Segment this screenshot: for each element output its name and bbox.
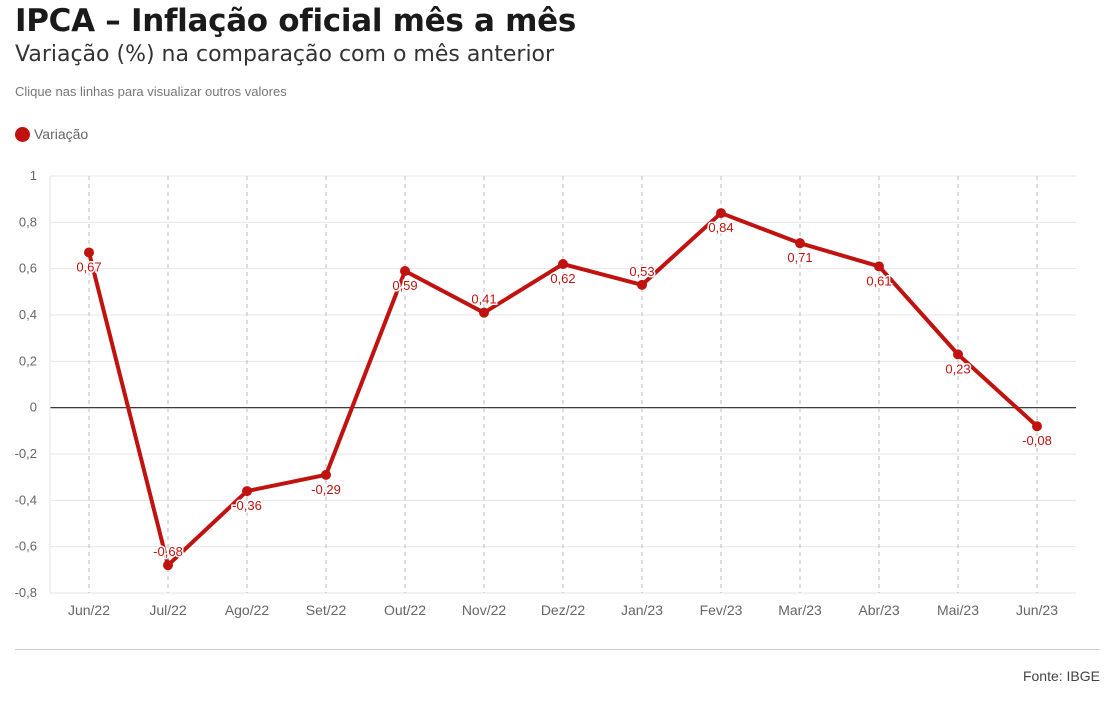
x-tick-label: Mai/23	[937, 602, 979, 618]
data-label: 0,61	[866, 273, 891, 288]
legend-marker-icon	[15, 126, 30, 142]
data-point[interactable]	[558, 259, 568, 270]
chart-hint: Clique nas linhas para visualizar outros…	[15, 84, 287, 99]
data-point[interactable]	[1032, 421, 1042, 432]
source-note: Fonte: IBGE	[1022, 668, 1100, 684]
y-tick-label: 0,6	[19, 261, 37, 276]
x-tick-label: Jul/22	[149, 602, 187, 618]
y-tick-label: -0,2	[15, 446, 37, 461]
data-label: -0,68	[153, 544, 183, 559]
data-label: 0,62	[550, 271, 575, 286]
data-label: 0,59	[392, 278, 417, 293]
data-point[interactable]	[953, 349, 963, 360]
data-point[interactable]	[716, 208, 726, 219]
data-label: -0,36	[232, 498, 262, 513]
x-tick-label: Dez/22	[541, 602, 586, 618]
data-label: 0,67	[76, 259, 101, 274]
x-tick-label: Jun/23	[1016, 602, 1058, 618]
data-point[interactable]	[242, 486, 252, 497]
axis-layer: 1 0,8 0,6 0,4 0,2 0 -0,2 -0,4 -0,6 -0,8 Jun/22 Jul/…	[15, 168, 1059, 618]
x-tick-label: Jun/22	[68, 602, 110, 618]
data-label: 0,53	[629, 264, 654, 279]
data-label: -0,29	[311, 482, 341, 497]
data-point[interactable]	[795, 238, 805, 249]
x-tick-label: Mar/23	[778, 602, 822, 618]
data-label: 0,41	[471, 292, 496, 307]
chart-title: IPCA – Inflação oficial mês a mês	[15, 3, 577, 39]
data-point[interactable]	[84, 247, 94, 258]
data-label-layer: 0,67 -0,68 -0,36 -0,29 0,59 0,41 0,62 0,53 0,84 0…	[75, 219, 1053, 561]
data-point[interactable]	[479, 307, 489, 318]
y-tick-label: 0	[30, 400, 37, 415]
y-tick-label: 0,8	[19, 214, 37, 229]
x-tick-label: Set/22	[306, 602, 347, 618]
legend-item-variacao[interactable]: Variação	[15, 126, 88, 142]
data-point[interactable]	[874, 261, 884, 272]
footer-divider	[15, 649, 1100, 650]
y-tick-label: -0,6	[15, 539, 37, 554]
series-layer	[84, 208, 1042, 571]
y-tick-label: 0,2	[19, 353, 37, 368]
data-point[interactable]	[321, 469, 331, 480]
x-tick-label: Ago/22	[225, 602, 270, 618]
y-tick-label: -0,4	[15, 492, 37, 507]
data-point[interactable]	[400, 265, 410, 276]
data-point[interactable]	[163, 560, 173, 571]
x-tick-label: Fev/23	[700, 602, 743, 618]
data-label: 0,23	[945, 361, 970, 376]
x-tick-label: Nov/22	[462, 602, 507, 618]
data-label: 0,84	[708, 220, 733, 235]
data-label: 0,71	[787, 250, 812, 265]
x-tick-label: Abr/23	[858, 602, 899, 618]
y-tick-label: -0,8	[15, 585, 37, 600]
x-tick-label: Out/22	[384, 602, 426, 618]
y-tick-label: 1	[30, 168, 37, 183]
y-tick-label: 0,4	[19, 307, 37, 322]
chart-subtitle: Variação (%) na comparação com o mês ant…	[15, 42, 555, 67]
data-label: -0,08	[1022, 433, 1052, 448]
legend-label: Variação	[34, 126, 89, 142]
data-point[interactable]	[637, 279, 647, 290]
x-tick-label: Jan/23	[621, 602, 663, 618]
